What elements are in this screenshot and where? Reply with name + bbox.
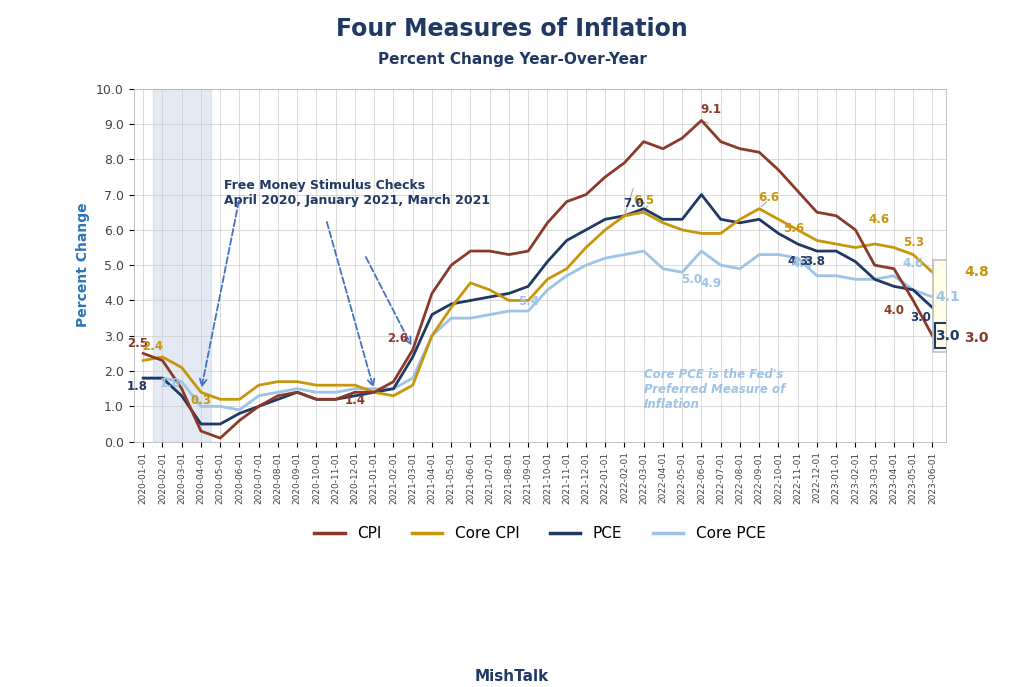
Text: 3.0: 3.0 — [910, 311, 931, 324]
Text: 2.6: 2.6 — [387, 332, 408, 345]
Text: 3.0: 3.0 — [965, 330, 989, 345]
Text: 4.2: 4.2 — [791, 258, 812, 271]
Bar — [153, 89, 211, 442]
Text: 3.8: 3.8 — [805, 255, 825, 268]
Bar — [935, 324, 961, 348]
Text: 5.6: 5.6 — [783, 222, 805, 235]
Text: Percent Change Year-Over-Year: Percent Change Year-Over-Year — [378, 52, 646, 67]
Text: 9.1: 9.1 — [700, 103, 722, 116]
Text: 4.0: 4.0 — [884, 304, 904, 317]
Text: 4.9: 4.9 — [700, 277, 722, 290]
Text: Core PCE is the Fed's
Preferred Measure of
Inflation: Core PCE is the Fed's Preferred Measure … — [644, 368, 785, 411]
Text: 1.8: 1.8 — [127, 380, 147, 393]
Text: 1.8: 1.8 — [160, 377, 180, 390]
Text: 7.0: 7.0 — [624, 197, 644, 210]
Text: 4.1: 4.1 — [936, 290, 961, 304]
Text: 4.3: 4.3 — [787, 255, 808, 268]
Text: 6.6: 6.6 — [758, 192, 779, 205]
Bar — [934, 260, 964, 352]
Text: 4.6: 4.6 — [902, 258, 924, 271]
Text: MishTalk: MishTalk — [475, 668, 549, 684]
Text: 1.4: 1.4 — [344, 394, 366, 407]
Text: 3.0: 3.0 — [936, 329, 961, 343]
Text: Free Money Stimulus Checks
April 2020, January 2021, March 2021: Free Money Stimulus Checks April 2020, J… — [224, 179, 490, 207]
Text: 0.3: 0.3 — [190, 394, 211, 407]
Text: 5.3: 5.3 — [903, 236, 924, 249]
Text: 5.0: 5.0 — [681, 273, 702, 286]
Legend: CPI, Core CPI, PCE, Core PCE: CPI, Core CPI, PCE, Core PCE — [308, 520, 771, 547]
Text: 2.5: 2.5 — [127, 337, 147, 350]
Text: 2.4: 2.4 — [142, 341, 164, 353]
Text: 5.4: 5.4 — [518, 295, 539, 308]
Y-axis label: Percent Change: Percent Change — [77, 203, 90, 328]
Text: 4.8: 4.8 — [965, 265, 989, 279]
Text: 4.6: 4.6 — [868, 214, 889, 226]
Text: Four Measures of Inflation: Four Measures of Inflation — [336, 17, 688, 41]
Text: 6.5: 6.5 — [633, 194, 654, 207]
